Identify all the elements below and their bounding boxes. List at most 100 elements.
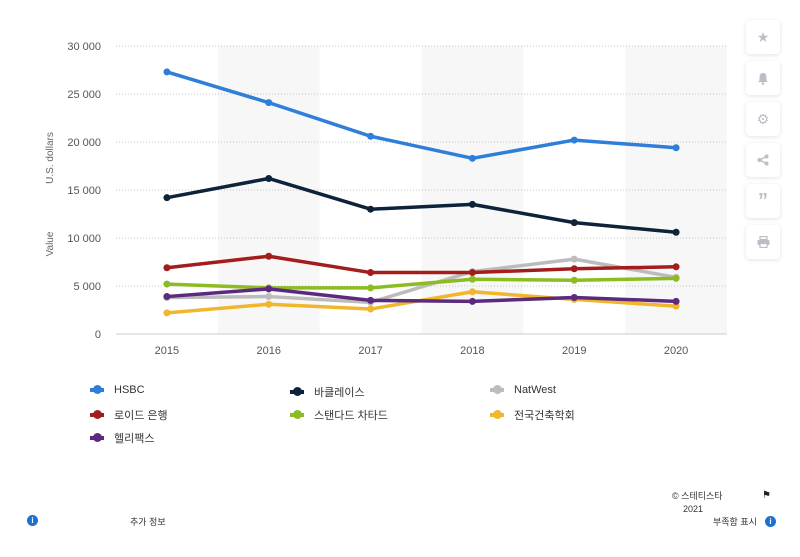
legend-item[interactable]: 스탠다드 차타드 [290,407,388,423]
series-line [165,257,678,305]
legend-marker [90,385,104,394]
show-source-link[interactable]: 부족함 표시 [713,517,757,527]
quote-icon: ” [758,190,768,212]
y-tick-label: 15 000 [67,185,101,197]
y-tick-label: 20 000 [67,137,101,149]
y-tick-label: 30 000 [67,41,101,53]
series-line [165,176,678,234]
data-point [672,302,680,310]
y-tick-label: 5 000 [73,281,101,293]
flag-icon[interactable]: ⚑ [762,490,771,501]
data-point [265,300,273,308]
data-point [163,68,171,76]
series-line [165,276,678,290]
data-point [265,252,273,260]
cite-button[interactable]: ” [746,184,780,218]
data-point [570,255,578,263]
data-point [468,200,476,208]
data-point [265,174,273,182]
data-point [468,275,476,283]
x-tick-label: 2017 [358,345,382,357]
data-point [265,99,273,107]
source-info-icon[interactable]: i [765,516,776,527]
data-point [570,294,578,302]
plot-band [625,46,727,334]
legend-item[interactable]: 헬리팩스 [90,430,154,446]
data-point [163,280,171,288]
legend-label: 바클레이스 [314,387,365,399]
data-point [367,284,375,292]
legend-marker [90,433,104,442]
data-point [163,194,171,202]
legend-marker [290,387,304,396]
legend-marker [490,385,504,394]
data-point [163,264,171,272]
data-point [672,144,680,152]
data-point [570,265,578,273]
x-tick-label: 2018 [460,345,484,357]
legend-item[interactable]: 로이드 은행 [90,407,168,423]
data-point [367,269,375,277]
data-point [570,136,578,144]
share-icon [757,154,769,166]
data-point [672,263,680,271]
x-tick-label: 2015 [155,345,179,357]
legend-marker [490,410,504,419]
data-point [570,276,578,284]
data-point [265,285,273,293]
x-tick-label: 2019 [562,345,586,357]
series-line [165,70,678,161]
legend-label: 헬리팩스 [114,433,155,445]
legend-label: 전국건축학회 [514,410,575,422]
notification-button[interactable] [746,61,780,95]
y-tick-label: 0 [95,329,101,341]
y-tick-label: 25 000 [67,89,101,101]
legend-marker [290,410,304,419]
info-icon[interactable]: i [27,515,38,526]
bell-icon [758,72,768,85]
data-point [163,309,171,317]
data-point [672,274,680,282]
legend-item[interactable]: NatWest [490,384,556,396]
share-button[interactable] [746,143,780,177]
print-button[interactable] [746,225,780,259]
y-tick-label: 10 000 [67,233,101,245]
star-icon: ★ [756,28,770,45]
print-icon [757,236,769,248]
data-point [265,293,273,301]
data-point [163,293,171,301]
data-point [570,219,578,227]
legend-item[interactable]: 바클레이스 [290,384,365,400]
x-tick-label: 2016 [257,345,281,357]
legend-item[interactable]: HSBC [90,384,145,396]
legend-item[interactable]: 전국건축학회 [490,407,575,423]
copyright-text: © 스테티스타 [672,491,723,501]
data-point [367,296,375,304]
copyright-year: 2021 [683,504,704,514]
favorite-button[interactable]: ★ [746,20,780,54]
series-line [165,287,678,304]
more-info-link[interactable]: 추가 정보 [130,517,166,527]
data-point [672,228,680,236]
y-axis-title: ValueU.S. dollars [45,132,56,256]
data-point [367,132,375,140]
settings-button[interactable]: ⚙ [746,102,780,136]
data-point [468,297,476,305]
legend-label: 스탠다드 차타드 [314,410,388,422]
series-line [165,254,678,275]
gear-icon: ⚙ [756,110,770,127]
data-point [468,288,476,296]
legend-label: HSBC [114,384,145,396]
legend-label: 로이드 은행 [114,410,168,422]
data-point [468,269,476,277]
data-point [672,297,680,305]
legend-label: NatWest [514,384,556,396]
chart-toolbar: ★ ⚙ ” [746,20,780,266]
data-point [468,154,476,162]
data-point [367,305,375,313]
x-tick-label: 2020 [664,345,688,357]
legend-marker [90,410,104,419]
data-point [367,205,375,213]
